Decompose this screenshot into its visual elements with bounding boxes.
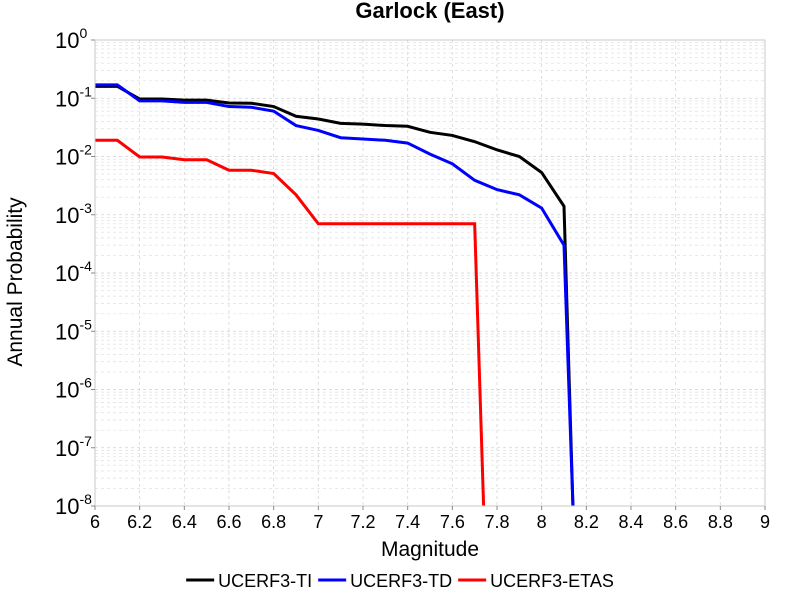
series-line-ucerf3-etas bbox=[95, 138, 486, 507]
x-tick-label: 8.6 bbox=[663, 512, 688, 532]
y-tick-label: 10-6 bbox=[55, 375, 92, 403]
legend-label: UCERF3-TI bbox=[218, 571, 312, 591]
y-tick-label: 10-4 bbox=[55, 258, 92, 286]
y-axis-label: Annual Probability bbox=[4, 197, 27, 367]
x-tick-label: 7.2 bbox=[350, 512, 375, 532]
x-tick-label: 6 bbox=[90, 512, 100, 532]
legend-label: UCERF3-ETAS bbox=[490, 571, 614, 591]
x-tick-label: 8.4 bbox=[618, 512, 643, 532]
x-tick-label: 8 bbox=[537, 512, 547, 532]
y-tick-label: 10-2 bbox=[55, 142, 92, 170]
x-tick-label: 7.6 bbox=[440, 512, 465, 532]
legend-label: UCERF3-TD bbox=[350, 571, 452, 591]
x-tick-label: 7.8 bbox=[484, 512, 509, 532]
x-tick-label: 7 bbox=[313, 512, 323, 532]
y-axis-ticks: 100 10-1 10-2 10-3 10-4 10-5 10-6 10-7 10-8 bbox=[55, 25, 95, 519]
y-tick-label: 10-7 bbox=[55, 433, 92, 461]
x-tick-label: 9 bbox=[760, 512, 770, 532]
x-tick-label: 6.4 bbox=[172, 512, 197, 532]
y-tick-label: 10-8 bbox=[55, 491, 92, 519]
x-tick-label: 6.2 bbox=[127, 512, 152, 532]
grid bbox=[94, 40, 766, 507]
y-tick-label: 10-1 bbox=[55, 83, 92, 111]
legend: UCERF3-TI UCERF3-TD UCERF3-ETAS bbox=[186, 571, 614, 591]
x-axis-label: Magnitude bbox=[381, 538, 479, 561]
x-tick-label: 8.2 bbox=[574, 512, 599, 532]
y-tick-label: 10-5 bbox=[55, 316, 92, 344]
x-tick-label: 6.8 bbox=[261, 512, 286, 532]
series-layer bbox=[95, 83, 575, 507]
x-tick-label: 8.8 bbox=[708, 512, 733, 532]
series-line-ucerf3-ti bbox=[95, 84, 575, 507]
y-tick-label: 10-3 bbox=[55, 200, 92, 228]
x-tick-label: 7.4 bbox=[395, 512, 420, 532]
y-tick-label: 100 bbox=[55, 25, 87, 53]
series-line-ucerf3-td bbox=[95, 83, 575, 507]
chart-title: Garlock (East) bbox=[355, 0, 504, 23]
x-axis-ticks: 6 6.2 6.4 6.6 6.8 7 7.2 7.4 7.6 7.8 8 8.2 8.4 8.6 8.8 9 bbox=[90, 506, 770, 532]
x-tick-label: 6.6 bbox=[216, 512, 241, 532]
